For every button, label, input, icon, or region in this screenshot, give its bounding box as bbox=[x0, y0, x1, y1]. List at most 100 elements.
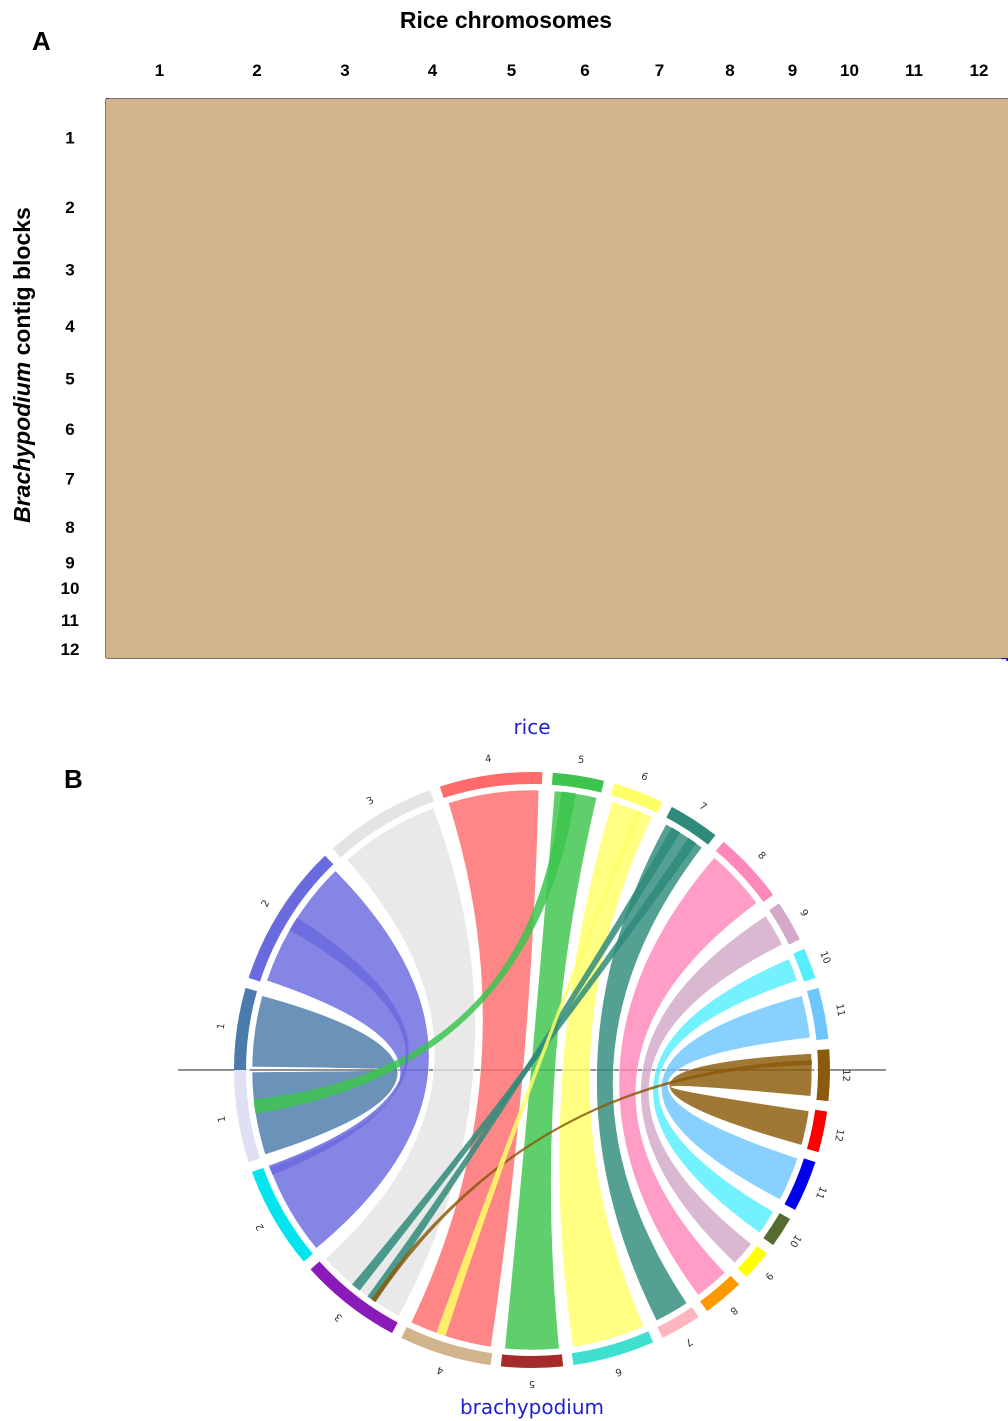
brachy-block-label: 8 bbox=[65, 518, 74, 537]
brachy-block-label: 10 bbox=[61, 579, 80, 598]
panel-a-ylabel: Brachypodium contig blocks bbox=[9, 207, 35, 523]
brachy-chromosome-segment bbox=[234, 1070, 260, 1163]
brachy-chromosome-segment bbox=[700, 1275, 740, 1312]
rice-chr-label: 6 bbox=[580, 61, 589, 80]
brachy-block-label: 9 bbox=[65, 554, 74, 573]
brachy-ring-label: 9 bbox=[762, 1270, 774, 1282]
synteny-ribbon bbox=[640, 915, 783, 1264]
rice-chromosome-segment bbox=[793, 948, 816, 982]
brachy-block-label: 5 bbox=[65, 370, 74, 389]
rice-chromosome-segment bbox=[551, 772, 605, 793]
panel-a-dot-plot: A Rice chromosomes Brachypodium contig b… bbox=[9, 7, 1008, 662]
rice-chromosome-segment bbox=[234, 987, 258, 1070]
brachy-ring-label: 11 bbox=[813, 1184, 828, 1200]
brachy-chromosome-segment bbox=[657, 1307, 699, 1338]
brachy-chromosome-segment bbox=[763, 1213, 791, 1246]
rice-ring-label: 2 bbox=[260, 898, 273, 909]
rice-chromosome-segment bbox=[715, 841, 774, 902]
brachy-chromosome-segment bbox=[500, 1354, 564, 1368]
brachy-chromosome-segment bbox=[401, 1327, 493, 1366]
brachy-chromosome-segment bbox=[251, 1167, 313, 1262]
brachy-block-label: 4 bbox=[65, 317, 75, 336]
cross-synteny-ribbon bbox=[436, 810, 642, 1337]
rice-ring-label: 10 bbox=[817, 950, 832, 966]
rice-ring-label: 11 bbox=[833, 1003, 846, 1018]
rice-ring-label: 1 bbox=[216, 1022, 228, 1030]
brachy-block-label: 3 bbox=[65, 261, 74, 280]
rice-chromosome-segment bbox=[610, 783, 663, 813]
brachy-ring-label: 8 bbox=[728, 1304, 740, 1317]
rice-chromosome-segment bbox=[806, 987, 829, 1041]
synteny-ribbon bbox=[410, 789, 540, 1348]
rice-chr-label: 8 bbox=[725, 61, 734, 80]
rice-ring-label: 3 bbox=[365, 795, 376, 808]
cross-synteny-ribbon bbox=[352, 837, 697, 1291]
brachy-ring-label: 3 bbox=[333, 1311, 345, 1324]
synteny-ribbons bbox=[251, 789, 813, 1351]
circos-top-title: rice bbox=[513, 715, 550, 739]
brachy-chromosome-segment bbox=[806, 1109, 828, 1153]
rice-ring-label: 12 bbox=[840, 1069, 851, 1082]
synteny-ribbon bbox=[596, 823, 703, 1322]
rice-chr-label: 1 bbox=[155, 61, 164, 80]
synteny-ribbon bbox=[504, 790, 598, 1351]
panel-a-letter: A bbox=[32, 26, 51, 56]
ring-inner-border bbox=[246, 784, 818, 1356]
rice-chromosome-segment bbox=[248, 855, 334, 982]
brachy-ring-label: 1 bbox=[216, 1115, 228, 1123]
brachy-ring-label: 12 bbox=[832, 1128, 845, 1143]
panel-a-title: Rice chromosomes bbox=[400, 7, 612, 33]
brachy-chromosome-segment bbox=[571, 1331, 654, 1366]
dot-plot-area bbox=[106, 99, 1008, 658]
rice-chr-label: 4 bbox=[428, 61, 438, 80]
brachy-block-label: 6 bbox=[65, 420, 74, 439]
rice-chromosome-segment bbox=[816, 1049, 831, 1102]
rice-chromosome-segment bbox=[769, 903, 800, 945]
brachy-block-label: 12 bbox=[61, 640, 80, 659]
brachy-ring-label: 10 bbox=[787, 1232, 803, 1249]
brachy-block-label: 7 bbox=[65, 470, 74, 489]
brachy-block-label: 11 bbox=[61, 611, 79, 630]
brachy-ring-label: 6 bbox=[614, 1365, 623, 1377]
rice-ring-label: 5 bbox=[577, 754, 585, 766]
rice-ring-label: 6 bbox=[639, 771, 649, 784]
rice-chr-label: 3 bbox=[340, 61, 349, 80]
cross-synteny-ribbon bbox=[268, 917, 409, 1175]
rice-ring-label: 9 bbox=[797, 908, 810, 919]
rice-chromosome-labels: 1 2 3 4 5 6 7 8 9 10 11 12 bbox=[155, 61, 989, 80]
brachy-chromosome-segment bbox=[784, 1158, 816, 1210]
synteny-ribbon bbox=[652, 958, 798, 1234]
brachy-ring-label: 2 bbox=[254, 1221, 267, 1232]
synteny-ribbon bbox=[661, 995, 811, 1201]
circos-bottom-title: brachypodium bbox=[460, 1395, 604, 1419]
brachy-ring-label: 4 bbox=[436, 1364, 445, 1376]
rice-chr-label: 5 bbox=[507, 61, 516, 80]
rice-chr-label: 12 bbox=[970, 61, 989, 80]
panel-a-ylabel-species: Brachypodium bbox=[9, 362, 35, 523]
rice-chr-label: 10 bbox=[840, 61, 859, 80]
synteny-ribbon bbox=[669, 1053, 813, 1146]
rice-chr-label: 9 bbox=[788, 61, 797, 80]
rice-chr-label: 7 bbox=[655, 61, 664, 80]
chromosome-ring bbox=[234, 772, 831, 1368]
brachy-chromosome-segment bbox=[310, 1261, 398, 1334]
synteny-ribbon bbox=[558, 801, 653, 1348]
rice-chr-label: 11 bbox=[905, 61, 923, 80]
synteny-ribbon bbox=[618, 856, 758, 1296]
rice-ring-label: 7 bbox=[697, 801, 708, 814]
panel-b-letter: B bbox=[64, 764, 83, 794]
panel-a-ylabel-rest: contig blocks bbox=[9, 207, 35, 362]
rice-chromosome-segment bbox=[666, 806, 716, 845]
brachy-chromosome-segment bbox=[737, 1246, 767, 1278]
synteny-dot bbox=[1006, 658, 1008, 662]
rice-chromosome-segment bbox=[332, 789, 435, 858]
rice-ring-label: 4 bbox=[484, 754, 492, 766]
brachy-block-label: 1 bbox=[65, 129, 74, 148]
cross-synteny-ribbon bbox=[367, 827, 681, 1303]
brachy-ring-label: 7 bbox=[683, 1335, 694, 1348]
rice-chr-label: 2 bbox=[252, 61, 261, 80]
